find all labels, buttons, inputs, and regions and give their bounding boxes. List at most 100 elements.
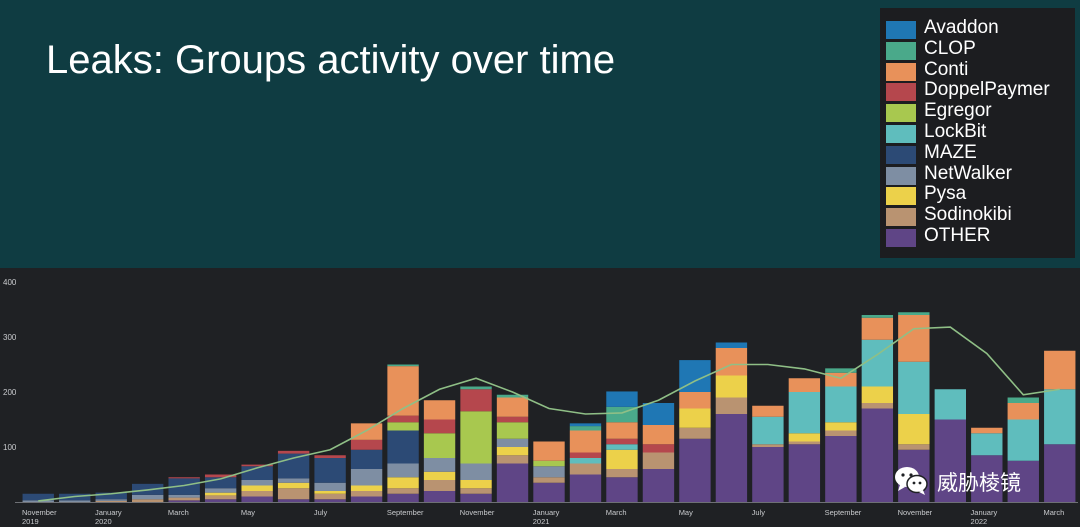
bar-segment-lockbit (825, 386, 857, 423)
x-tick-label: March (168, 508, 189, 517)
bar-segment-other (569, 474, 602, 502)
bar-segment-sodinokibi (277, 488, 310, 500)
bar-segment-sodinokibi (679, 427, 711, 439)
bar-segment-netwalker (387, 463, 419, 478)
bar-segment-pysa (204, 492, 237, 496)
x-tick-label: November (898, 508, 933, 517)
bar-segment-netwalker (204, 488, 237, 493)
bar-segment-other (971, 455, 1003, 502)
bar-segment-other (350, 496, 383, 502)
legend-label: Egregor (924, 100, 992, 122)
bar-segment-pysa (898, 414, 930, 445)
bar-segment-clop (460, 386, 492, 390)
legend-label: Avaddon (924, 17, 999, 38)
bar-segment-conti (861, 317, 894, 340)
bar-segment-netwalker (423, 458, 456, 472)
bar-segment-other (606, 477, 638, 502)
legend-label: DoppelPaymer (924, 79, 1050, 101)
bar-segment-netwalker (460, 463, 492, 480)
x-tick-label: May (679, 508, 693, 517)
bar-segment-sodinokibi (496, 455, 529, 464)
bar-segment-conti (569, 430, 602, 453)
trend-line (38, 326, 1060, 502)
bar-segment-netwalker (533, 466, 565, 478)
bar-segment-pysa (460, 480, 492, 489)
legend-label: MAZE (924, 141, 977, 163)
bar-segment-netwalker (496, 438, 529, 447)
bar-segment-maze (350, 449, 383, 469)
bar-segment-sodinokibi (533, 477, 565, 483)
bar-segment-other (423, 491, 456, 502)
legend-label: Sodinokibi (924, 204, 1012, 226)
bar-segment-sodinokibi (569, 463, 602, 475)
bar-segment-other (861, 408, 894, 502)
bar-segment-netwalker (132, 494, 164, 500)
bar-segment-conti (423, 400, 456, 420)
bar-segment-clop (1007, 397, 1039, 403)
bar-segment-maze (314, 458, 346, 483)
legend-label: OTHER (924, 225, 991, 246)
bar-segment-conti (496, 397, 529, 417)
bar-segment-doppelpaymer (204, 474, 237, 478)
bar-segment-conti (350, 423, 383, 440)
bar-segment-avaddon (715, 342, 748, 348)
stacked-bar-chart: 100200300400November2019January2020March… (3, 278, 1078, 526)
bar-segment-lockbit (1044, 389, 1076, 445)
bar-segment-pysa (423, 471, 456, 480)
bar-segment-conti (679, 392, 711, 409)
bar-segment-doppelpaymer (460, 389, 492, 412)
legend-label: LockBit (924, 121, 987, 142)
bar-segment-sodinokibi (898, 444, 930, 450)
bar-segment-other (934, 419, 966, 502)
bar-segment-doppelpaymer (277, 450, 310, 454)
bar-segment-sodinokibi (350, 491, 383, 497)
bar-segment-doppelpaymer (350, 439, 383, 450)
bar-segment-lockbit (934, 389, 966, 420)
legend-swatch (886, 62, 916, 81)
bar-segment-pysa (350, 485, 383, 491)
bar-segment-lockbit (788, 392, 821, 434)
slide-header: Leaks: Groups activity over time Avaddon… (0, 0, 1080, 268)
bar-segment-clop (387, 364, 419, 367)
x-tick-label: September (387, 508, 424, 517)
bar-segment-conti (642, 425, 675, 445)
legend-swatch (886, 229, 916, 247)
bar-segment-avaddon (569, 423, 602, 427)
bar-segment-other (533, 482, 565, 502)
bar-segment-sodinokibi (715, 397, 748, 414)
bar-segment-pysa (825, 422, 857, 431)
legend-swatch (886, 145, 916, 164)
bar-segment-pysa (314, 491, 346, 494)
x-tick-label: March (1044, 508, 1065, 517)
y-tick-label: 400 (3, 278, 17, 287)
bar-segment-sodinokibi (387, 488, 419, 494)
bar-segment-other (314, 499, 346, 502)
chart-legend: Avaddon CLOP Conti DoppelPaymer Egregor LockB… (880, 8, 1075, 258)
bar-segment-netwalker (314, 482, 346, 491)
bar-segment-sodinokibi (861, 403, 894, 409)
bar-segment-clop (569, 426, 602, 431)
x-tick-year-label: 2019 (22, 517, 39, 526)
bar-segment-egregor (496, 422, 529, 439)
bar-segment-sodinokibi (606, 469, 638, 478)
bar-segment-sodinokibi (314, 493, 346, 500)
bar-segment-sodinokibi (204, 495, 237, 500)
bar-segment-sodinokibi (168, 497, 200, 501)
x-tick-label: January (533, 508, 560, 517)
bar-segment-conti (898, 315, 930, 362)
bar-segment-doppelpaymer (496, 416, 529, 423)
bar-segment-doppelpaymer (168, 477, 200, 479)
bar-segment-conti (533, 441, 565, 461)
bar-segment-other (496, 463, 529, 502)
bar-segment-egregor (533, 460, 565, 467)
bar-segment-lockbit (569, 458, 602, 464)
legend-label: NetWalker (924, 162, 1012, 184)
bar-segment-other (168, 500, 200, 502)
bar-segment-other (387, 493, 419, 502)
legend-swatch (886, 208, 916, 227)
bar-segment-other (277, 499, 310, 502)
legend-label: Conti (924, 58, 969, 80)
legend-swatch (886, 166, 916, 185)
bar-segment-egregor (387, 422, 419, 431)
bar-segment-doppelpaymer (387, 415, 419, 423)
